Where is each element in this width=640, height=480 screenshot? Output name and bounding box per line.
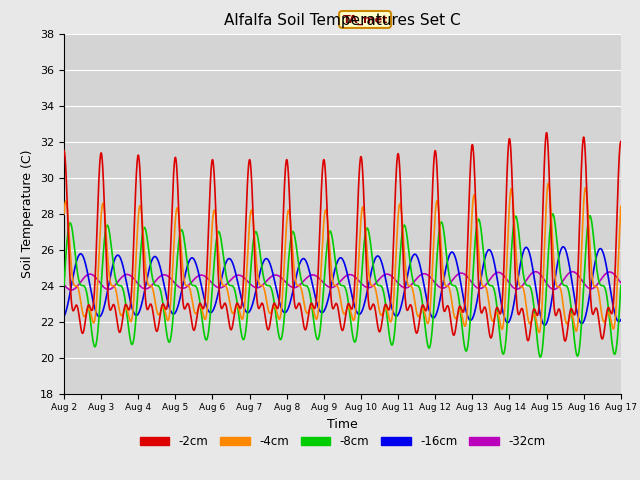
-32cm: [60, 282, 68, 288]
-8cm: [617, 283, 625, 288]
-8cm: [358, 262, 366, 268]
-2cm: [617, 139, 625, 144]
-32cm: [617, 280, 625, 286]
X-axis label: Time: Time: [327, 418, 358, 431]
Text: TA_met: TA_met: [342, 14, 388, 24]
Line: -2cm: -2cm: [64, 132, 621, 341]
-16cm: [216, 286, 223, 291]
-8cm: [504, 306, 512, 312]
-16cm: [541, 322, 548, 328]
-8cm: [568, 313, 576, 319]
-8cm: [216, 229, 223, 235]
-32cm: [532, 269, 540, 275]
Line: -4cm: -4cm: [64, 183, 621, 333]
-16cm: [60, 313, 68, 319]
-2cm: [504, 147, 512, 153]
-2cm: [216, 289, 223, 295]
-2cm: [584, 213, 591, 219]
-4cm: [371, 284, 378, 289]
Line: -16cm: -16cm: [64, 247, 621, 325]
Title: Alfalfa Soil Temperatures Set C: Alfalfa Soil Temperatures Set C: [224, 13, 461, 28]
-2cm: [543, 130, 550, 135]
-4cm: [545, 180, 552, 186]
Legend: -2cm, -4cm, -8cm, -16cm, -32cm: -2cm, -4cm, -8cm, -16cm, -32cm: [135, 430, 550, 453]
-2cm: [568, 307, 576, 312]
-4cm: [617, 204, 625, 209]
Y-axis label: Soil Temperature (C): Soil Temperature (C): [22, 149, 35, 278]
-32cm: [504, 279, 512, 285]
-4cm: [60, 211, 68, 217]
-16cm: [568, 279, 576, 285]
-32cm: [68, 287, 76, 293]
-32cm: [568, 269, 576, 275]
-2cm: [358, 165, 366, 170]
-16cm: [371, 257, 378, 263]
Line: -8cm: -8cm: [64, 214, 621, 357]
-32cm: [584, 285, 591, 290]
-16cm: [559, 244, 567, 250]
-32cm: [216, 285, 223, 291]
-4cm: [504, 228, 512, 234]
-2cm: [561, 338, 569, 344]
-8cm: [536, 354, 544, 360]
Line: -32cm: -32cm: [64, 272, 621, 290]
-16cm: [358, 307, 366, 313]
-4cm: [535, 330, 543, 336]
-32cm: [359, 282, 367, 288]
-16cm: [617, 317, 625, 323]
-8cm: [371, 271, 378, 277]
-8cm: [584, 224, 591, 230]
-8cm: [60, 283, 68, 288]
-4cm: [216, 259, 223, 264]
-4cm: [358, 204, 366, 210]
-32cm: [371, 281, 379, 287]
-4cm: [584, 201, 591, 207]
-16cm: [504, 320, 512, 325]
-2cm: [60, 148, 68, 154]
-4cm: [568, 312, 576, 318]
-8cm: [549, 211, 557, 217]
-2cm: [371, 303, 378, 309]
-16cm: [584, 304, 591, 310]
